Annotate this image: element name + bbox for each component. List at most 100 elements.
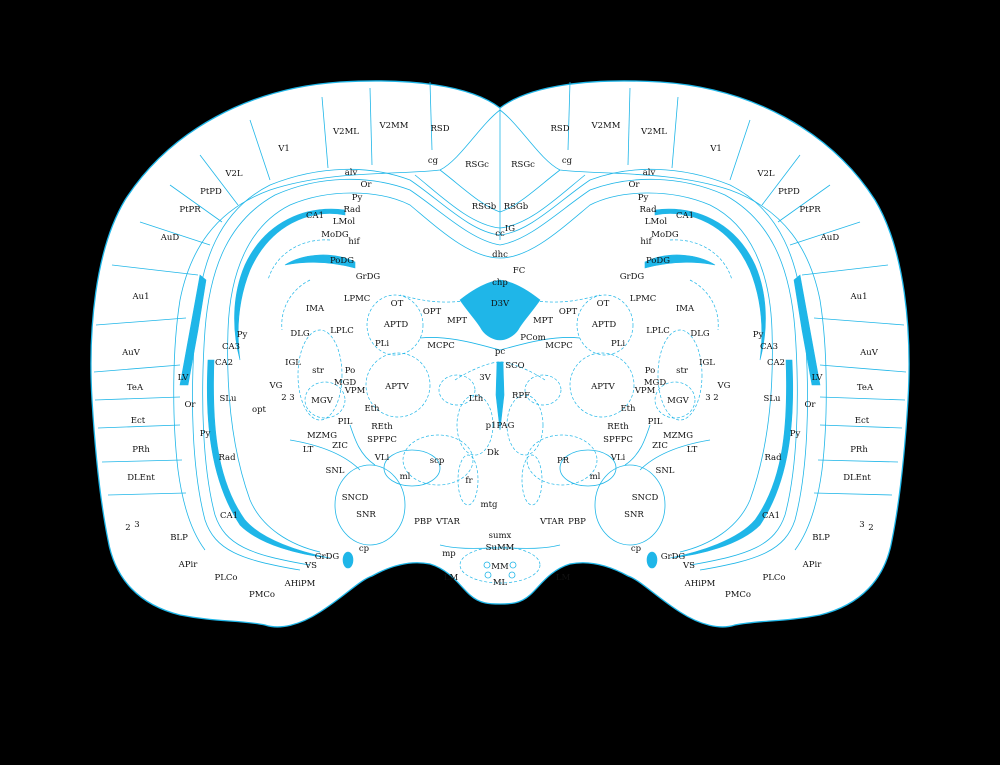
label-3b: 3 bbox=[289, 393, 294, 403]
label-dlent: DLEnt bbox=[127, 473, 155, 483]
label-cp-r: cp bbox=[631, 544, 642, 554]
label-mgd-r: MGD bbox=[644, 378, 666, 388]
label-dlg: DLG bbox=[290, 329, 309, 339]
label-mpt: MPT bbox=[447, 316, 467, 326]
label-py-r3: Py bbox=[790, 429, 801, 439]
label-alv-r: alv bbox=[643, 168, 656, 178]
label-cg: cg bbox=[428, 156, 439, 166]
label-vli: VLi bbox=[374, 453, 390, 463]
label-auv-r: AuV bbox=[859, 348, 879, 358]
label-v2ml-r: V2ML bbox=[640, 127, 667, 137]
label-py-2: Py bbox=[237, 330, 248, 340]
label-ml-r: ml bbox=[590, 472, 601, 482]
label-sco: SCO bbox=[505, 361, 524, 371]
label-ca1-r2: CA1 bbox=[762, 511, 780, 521]
label-3: 3 bbox=[134, 520, 139, 530]
label-eth: Eth bbox=[364, 404, 380, 414]
label-hif-r: hif bbox=[640, 237, 652, 247]
label-prh: PRh bbox=[132, 445, 150, 455]
label-igl: IGL bbox=[285, 358, 301, 368]
label-grdg-r: GrDG bbox=[620, 272, 645, 282]
label-rpf: RPF bbox=[512, 391, 530, 401]
label-aptd-r: APTD bbox=[591, 320, 617, 330]
label-apir-r: APir bbox=[802, 560, 823, 570]
label-2b-r: 2 bbox=[713, 393, 718, 403]
label-mcpc: MCPC bbox=[427, 341, 454, 351]
label-grdg-r2: GrDG bbox=[661, 552, 686, 562]
label-3b-r: 3 bbox=[705, 393, 710, 403]
label-vtar: VTAR bbox=[435, 517, 460, 527]
label-ect-r: Ect bbox=[855, 416, 870, 426]
label-ahipm-r: AHiPM bbox=[684, 579, 716, 589]
label-spfpc-r: SPFPC bbox=[603, 435, 633, 445]
label-ptpr-r: PtPR bbox=[799, 205, 821, 215]
label-ml-2: ML bbox=[493, 578, 508, 588]
label-str: str bbox=[312, 366, 325, 376]
label-po: Po bbox=[345, 366, 356, 376]
label-str-r: str bbox=[676, 366, 689, 376]
label-ca2: CA2 bbox=[215, 358, 233, 368]
label-pil-r: PIL bbox=[648, 417, 663, 427]
label-mzmg: MZMG bbox=[307, 431, 337, 441]
label-2: 2 bbox=[125, 523, 130, 533]
label-2b: 2 bbox=[281, 393, 286, 403]
label-mpt-r: MPT bbox=[533, 316, 553, 326]
label-or-r2: Or bbox=[804, 400, 816, 410]
label-blp: BLP bbox=[170, 533, 188, 543]
label-ahipm: AHiPM bbox=[284, 579, 316, 589]
label-ca3-r: CA3 bbox=[760, 342, 778, 352]
label-tea-r: TeA bbox=[857, 383, 874, 393]
label-ect: Ect bbox=[131, 416, 146, 426]
label-cp: cp bbox=[359, 544, 370, 554]
label-mgv: MGV bbox=[311, 396, 333, 406]
label-summ: SuMM bbox=[486, 543, 515, 553]
label-opt: OPT bbox=[423, 307, 442, 317]
label-cc: cc bbox=[495, 229, 505, 239]
label-dlent-r: DLEnt bbox=[843, 473, 871, 483]
label-vli-r: VLi bbox=[610, 453, 626, 463]
cortex-boundaries bbox=[93, 81, 907, 551]
label-rsd: RSD bbox=[430, 124, 449, 134]
label-plco-r: PLCo bbox=[763, 573, 786, 583]
label-lplc: LPLC bbox=[330, 326, 354, 336]
label-mtg: mtg bbox=[481, 500, 498, 510]
label-pli-r: PLi bbox=[611, 339, 625, 349]
label-fc: FC bbox=[513, 266, 525, 276]
label-rad-r2: Rad bbox=[764, 453, 782, 463]
label-aud-r: AuD bbox=[820, 233, 840, 243]
label-opt-2: opt bbox=[252, 405, 267, 415]
label-aptv-r: APTV bbox=[590, 382, 616, 392]
label-prh-r: PRh bbox=[850, 445, 868, 455]
label-lt-r: LT bbox=[687, 445, 698, 455]
label-ptpd: PtPD bbox=[200, 187, 222, 197]
label-apir: APir bbox=[178, 560, 199, 570]
label-blp-r: BLP bbox=[812, 533, 830, 543]
label-scp: scp bbox=[430, 456, 445, 466]
label-pmco: PMCo bbox=[249, 590, 275, 600]
label-au1: Au1 bbox=[131, 292, 149, 302]
label-dlg-r: DLG bbox=[690, 329, 709, 339]
label-v1: V1 bbox=[277, 144, 290, 154]
label-rsgc: RSGc bbox=[465, 160, 489, 170]
region-labels: V2ML V2MM RSD V1 RSGc cg alv Or V2L PtPD… bbox=[121, 121, 879, 600]
nuclei-outlines bbox=[289, 294, 711, 584]
label-slu-r: SLu bbox=[764, 394, 781, 404]
label-ml: ml bbox=[400, 472, 411, 482]
label-lmol-r: LMol bbox=[645, 217, 667, 227]
label-mp: mp bbox=[442, 549, 456, 559]
label-hif: hif bbox=[348, 237, 360, 247]
label-ca2-r: CA2 bbox=[767, 358, 785, 368]
label-vs: VS bbox=[304, 561, 317, 571]
label-modg: MoDG bbox=[321, 230, 349, 240]
label-lv-r: LV bbox=[812, 373, 824, 383]
label-pcom: PCom bbox=[520, 333, 545, 343]
label-ig: IG bbox=[505, 224, 515, 234]
label-rsgc-r: RSGc bbox=[511, 160, 535, 170]
label-grdg: GrDG bbox=[356, 272, 381, 282]
label-v2l: V2L bbox=[224, 169, 243, 179]
label-py-r: Py bbox=[638, 193, 649, 203]
label-mm: MM bbox=[491, 562, 509, 572]
label-fr: fr bbox=[465, 476, 473, 486]
label-grdg-2: GrDG bbox=[315, 552, 340, 562]
label-v2mm-r: V2MM bbox=[591, 121, 621, 131]
